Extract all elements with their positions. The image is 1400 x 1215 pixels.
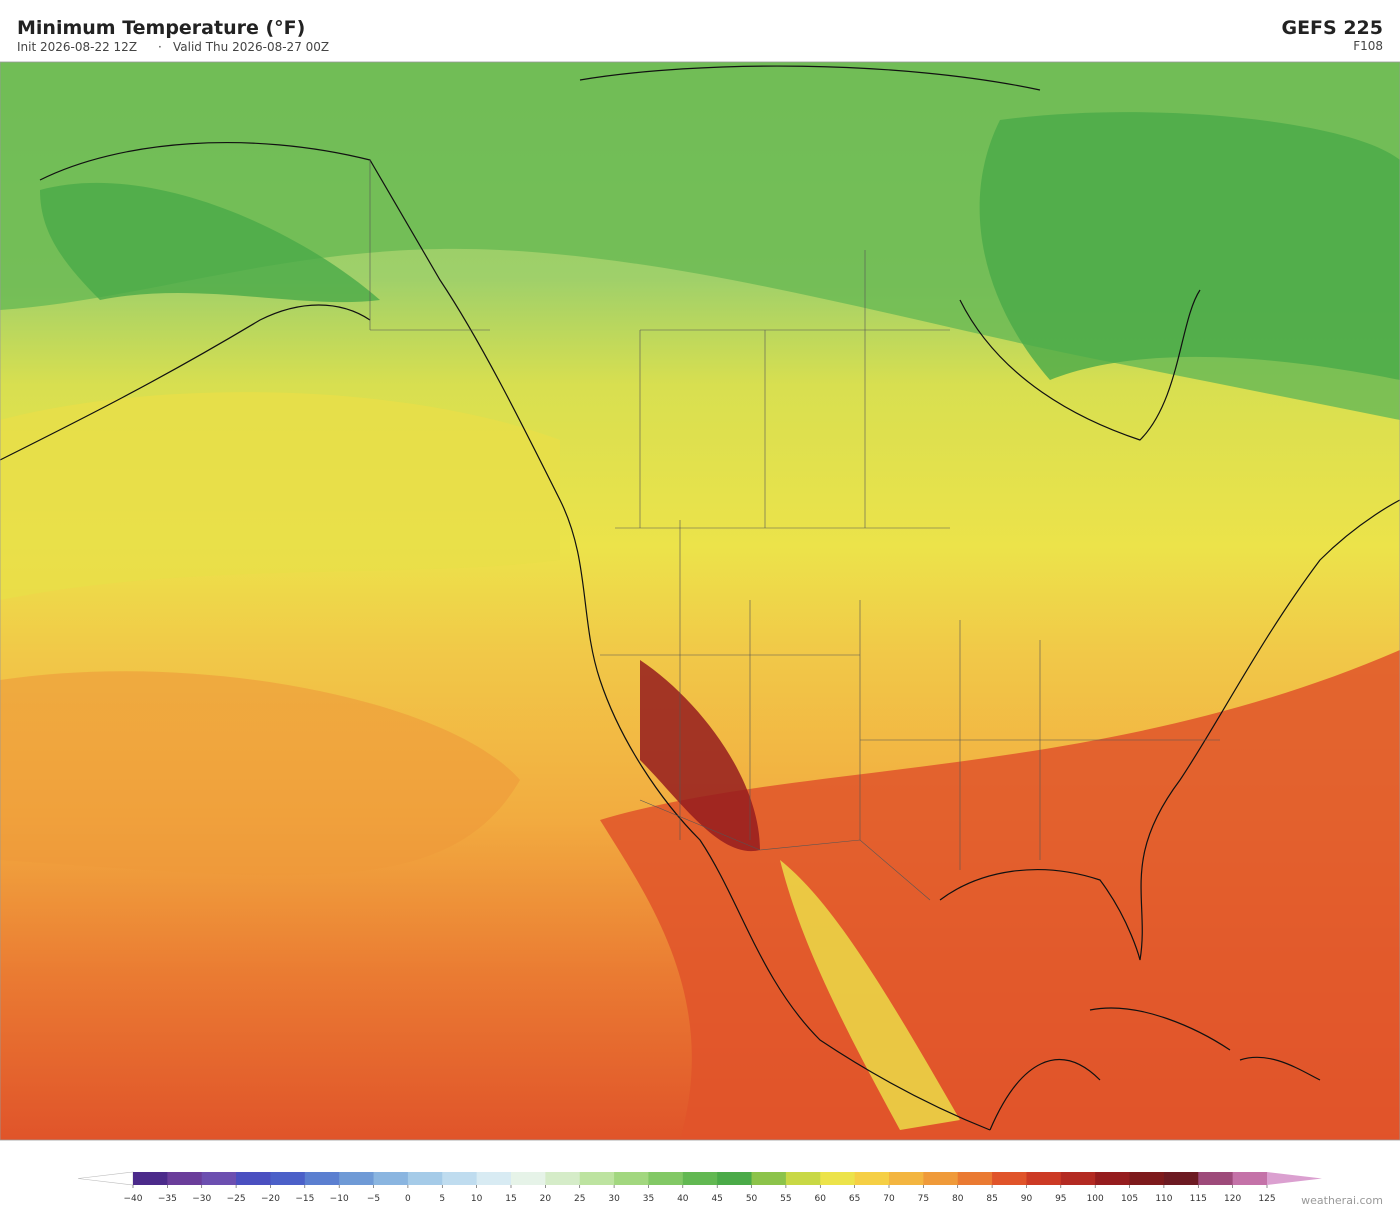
- colorbar-segment: [442, 1172, 478, 1185]
- colorbar-segment: [957, 1172, 993, 1185]
- colorbar-segment: [785, 1172, 821, 1185]
- colorbar-segment: [236, 1172, 271, 1185]
- colorbar-tick-label: 100: [1087, 1194, 1104, 1204]
- hudson-cool: [979, 112, 1400, 380]
- colorbar-tick-label: 125: [1258, 1194, 1275, 1204]
- colorbar-segment: [1163, 1172, 1199, 1185]
- colorbar-tick-label: 0: [405, 1194, 411, 1204]
- colorbar-segment: [1198, 1172, 1234, 1185]
- borders: [369, 160, 1220, 901]
- colorbar-segment: [407, 1172, 443, 1185]
- colorbar-segment: [1060, 1172, 1096, 1185]
- colorbar-tick-label: 45: [711, 1194, 722, 1204]
- colorbar-tick-label: 40: [677, 1194, 689, 1204]
- colorbar-tick-label: 110: [1155, 1194, 1172, 1204]
- colorbar-segment: [1232, 1172, 1268, 1185]
- separator: ·: [158, 40, 162, 54]
- colorbar-tick-label: 10: [471, 1194, 483, 1204]
- colorbar-tick-label: 20: [540, 1194, 552, 1204]
- colorbar-tick-label: 85: [986, 1194, 997, 1204]
- credit: weatherai.com: [1301, 1194, 1383, 1207]
- colorbar-tick-label: 105: [1121, 1194, 1138, 1204]
- colorbar-tick-label: −30: [192, 1194, 211, 1204]
- colorbar-segment: [545, 1172, 581, 1185]
- colorbar-segment: [373, 1172, 409, 1185]
- colorbar-tick-label: −10: [330, 1194, 349, 1204]
- colorbar-tick-label: 30: [608, 1194, 620, 1204]
- colorbar-segment: [579, 1172, 615, 1185]
- colorbar-tick-label: 60: [815, 1194, 827, 1204]
- colorbar-low-arrow: [77, 1171, 134, 1186]
- colorbar-segment: [751, 1172, 787, 1185]
- colorbar-segment: [511, 1172, 546, 1185]
- pacific-mild: [0, 392, 560, 600]
- colorbar-segment: [889, 1172, 924, 1185]
- coastlines: [0, 65, 1400, 1131]
- colorbar-tick-label: 95: [1055, 1194, 1066, 1204]
- colorbar-tick-label: −15: [295, 1194, 314, 1204]
- init-time: Init 2026-08-22 12Z: [17, 40, 137, 54]
- colorbar-tick-label: −20: [261, 1194, 280, 1204]
- colorbar-segment: [1026, 1172, 1062, 1185]
- colorbar-tick-label: 25: [574, 1194, 585, 1204]
- colorbar-segment: [682, 1172, 718, 1185]
- colorbar-tick-label: 50: [746, 1194, 758, 1204]
- colorbar-tick-label: 120: [1224, 1194, 1241, 1204]
- colorbar-segment: [1129, 1172, 1165, 1185]
- colorbar-segment: [648, 1172, 684, 1185]
- forecast-hour: F108: [1353, 39, 1383, 53]
- colorbar-segment: [476, 1172, 512, 1185]
- valid-time: Valid Thu 2026-08-27 00Z: [173, 40, 329, 54]
- colorbar-tick-label: 65: [849, 1194, 860, 1204]
- colorbar-segment: [717, 1172, 753, 1185]
- colorbar-tick-label: 35: [643, 1194, 654, 1204]
- model: GEFS 225: [1281, 17, 1383, 39]
- colorbar-segment: [304, 1172, 340, 1185]
- colorbar-segment: [270, 1172, 306, 1185]
- colorbar-tick-label: 55: [780, 1194, 791, 1204]
- colorbar-segment: [614, 1172, 649, 1185]
- colorbar-tick-label: −5: [367, 1194, 380, 1204]
- mexico-plateau: [780, 860, 960, 1130]
- colorbar-segment: [201, 1172, 237, 1185]
- colorbar-tick-label: 115: [1190, 1194, 1207, 1204]
- colorbar-tick-label: 70: [883, 1194, 895, 1204]
- colorbar-segment: [1095, 1172, 1131, 1185]
- title: Minimum Temperature (°F): [17, 17, 305, 39]
- colorbar-tick-label: −40: [124, 1194, 143, 1204]
- desert-hot: [640, 660, 760, 852]
- colorbar-segment: [133, 1172, 168, 1185]
- colorbar-segment: [992, 1172, 1027, 1185]
- alaska-cool: [40, 182, 380, 303]
- colorbar-tick-label: 90: [1021, 1194, 1033, 1204]
- map: [0, 62, 1400, 1140]
- colorbar-tick-label: 15: [505, 1194, 516, 1204]
- colorbar-high-arrow: [1267, 1172, 1322, 1185]
- colorbar-segment: [167, 1172, 203, 1185]
- pacific-warm: [0, 671, 520, 876]
- colorbar-segment: [820, 1172, 856, 1185]
- colorbar-segment: [923, 1172, 959, 1185]
- colorbar-segment: [339, 1172, 375, 1185]
- map-frame: [0, 61, 1400, 1141]
- colorbar-tick-label: 75: [918, 1194, 929, 1204]
- colorbar-tick-label: −35: [158, 1194, 177, 1204]
- colorbar-tick-label: 80: [952, 1194, 964, 1204]
- colorbar-tick-label: −25: [227, 1194, 246, 1204]
- colorbar-tick-label: 5: [439, 1194, 445, 1204]
- colorbar-segment: [854, 1172, 890, 1185]
- colorbar: −40 −35 −30 −25 −20 −15 −10 −5 0 5 10 15 20 25 30 35 40 4…: [77, 1171, 1322, 1204]
